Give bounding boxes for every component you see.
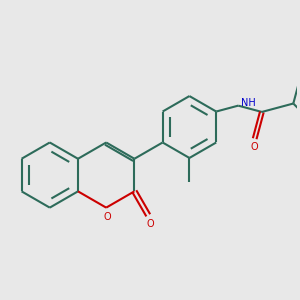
Text: O: O	[103, 212, 111, 222]
Text: NH: NH	[241, 98, 256, 108]
Text: O: O	[250, 142, 258, 152]
Text: O: O	[147, 219, 154, 229]
